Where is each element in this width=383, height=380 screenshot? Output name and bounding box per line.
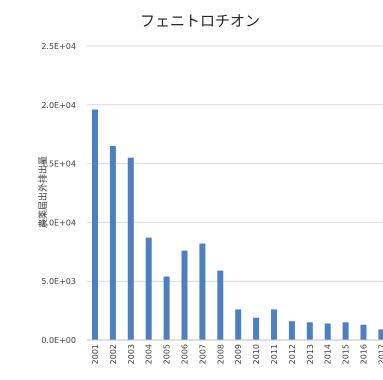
bar-2001 [92,109,98,340]
bar-2015 [342,322,349,340]
x-tick-label: 2011 [270,344,279,364]
y-tick-label: 2.5E+04 [41,42,76,51]
x-tick-label: 2012 [288,344,297,364]
x-tick-label: 2004 [145,344,154,364]
x-tick-label: 2001 [91,344,100,364]
bar-2009 [235,309,242,340]
x-tick-label: 2002 [109,344,118,364]
bar-2016 [360,324,367,340]
y-tick-label: 1.0E+04 [41,218,76,227]
x-tick-label: 2014 [324,344,333,364]
x-tick-label: 2017 [377,344,383,364]
y-tick-label: 1.5E+04 [41,160,76,169]
x-tick-label: 2006 [181,344,190,364]
bar-2011 [271,309,277,340]
x-axis-ticks: 2001 2002 2003 2004 2005 2006 2007 2008 2009 2010… [91,344,383,364]
bar-2008 [217,270,224,340]
x-tick-label: 2015 [342,344,351,364]
bar-2003 [127,157,134,340]
y-tick-label: 2.0E+04 [41,101,76,110]
x-tick-label: 2007 [198,344,207,364]
bar-2002 [109,145,116,340]
x-tick-label: 2009 [234,344,243,364]
chart-title: フェニトロチオン [140,12,260,30]
y-tick-label: 0.0E+00 [41,336,76,345]
bar-2013 [306,322,313,340]
y-axis-label: 農薬届出外排出量 [37,156,49,228]
x-tick-label: 2003 [127,344,136,364]
bar-2006 [181,250,188,340]
x-tick-label: 2008 [216,344,225,364]
bar-2010 [253,317,260,340]
y-axis-ticks: 0.0E+00 5.0E+03 1.0E+04 1.5E+04 2.0E+04 2.5E+… [41,42,76,345]
x-tick-label: 2013 [306,344,315,364]
bar-2004 [145,237,152,340]
x-tick-label: 2010 [252,344,261,364]
bar-2005 [163,276,170,340]
bar-2012 [288,321,295,340]
x-tick-label: 2016 [360,344,369,364]
bar-2007 [199,243,206,340]
bars [92,109,383,340]
y-tick-label: 5.0E+03 [41,277,76,286]
bar-2014 [324,323,331,340]
bar-2017 [378,329,383,340]
gridlines [87,45,383,282]
x-tick-label: 2005 [163,344,172,364]
